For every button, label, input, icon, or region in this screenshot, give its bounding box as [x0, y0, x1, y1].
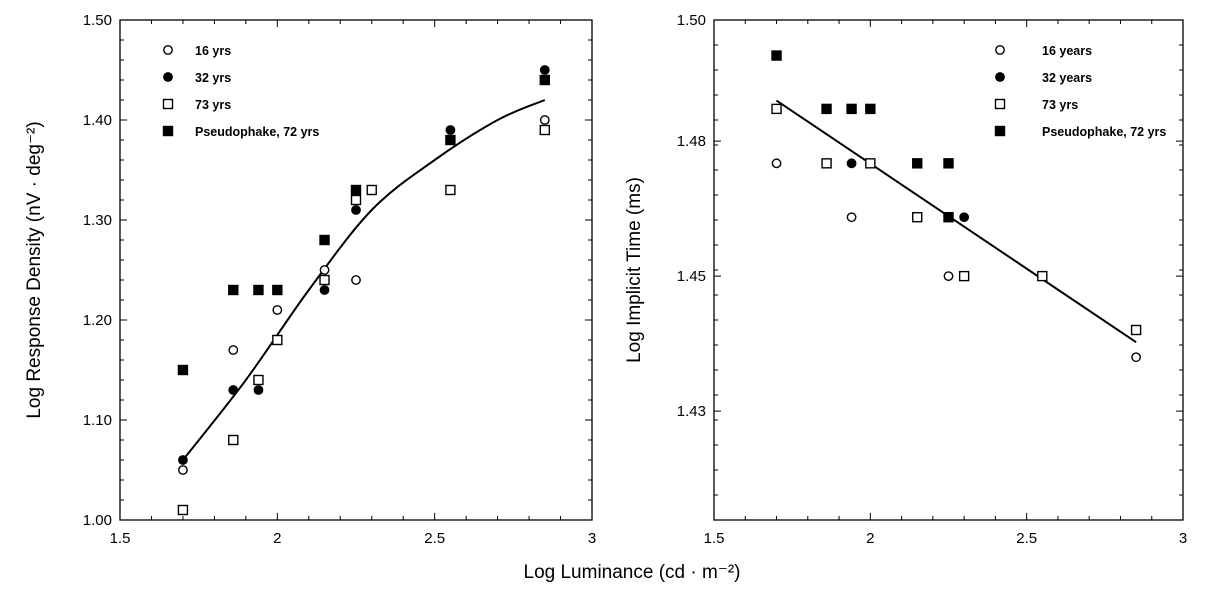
legend-marker-open-circle [163, 45, 173, 55]
data-point-open-circle [228, 345, 239, 355]
data-point-open-square [539, 124, 550, 136]
data-point-filled-circle [319, 285, 330, 295]
data-point-open-square [366, 184, 377, 196]
data-point-filled-circle [445, 125, 456, 135]
data-point-filled-circle [253, 385, 264, 395]
data-point-filled-square [539, 74, 550, 86]
data-point-open-square [771, 103, 782, 115]
data-point-filled-square [228, 284, 239, 296]
data-point-open-circle [943, 271, 954, 282]
y-tick-label: 1.30 [83, 212, 112, 229]
legend-label: 32 years [1042, 71, 1092, 85]
x-tick-label: 1.5 [704, 530, 725, 547]
data-point-filled-circle [846, 158, 857, 169]
legend-label: Pseudophake, 72 yrs [195, 125, 319, 139]
data-point-open-square [821, 158, 832, 169]
x-tick-label: 3 [588, 530, 596, 547]
y-tick-label: 1.00 [83, 512, 112, 529]
data-point-open-square [865, 158, 876, 169]
data-point-open-circle [539, 115, 550, 125]
data-point-open-square [1037, 270, 1048, 282]
data-point-filled-square [912, 158, 923, 169]
x-tick-label: 3 [1179, 530, 1187, 547]
data-point-open-square [228, 434, 239, 446]
data-point-filled-square [943, 158, 954, 169]
data-point-filled-square [943, 212, 954, 223]
x-tick-label: 1.5 [110, 530, 131, 547]
y-tick-label: 1.40 [83, 112, 112, 129]
data-point-filled-square [350, 184, 362, 196]
data-point-open-circle [319, 265, 330, 275]
y-axis-title: Log Implicit Time (ms) [624, 177, 645, 363]
legend-marker-open-square [994, 98, 1006, 110]
data-point-open-square [912, 212, 923, 223]
fit-line [775, 99, 1137, 344]
legend-marker-filled-square [994, 125, 1006, 137]
data-point-open-circle [351, 275, 361, 285]
y-tick-label: 1.10 [83, 412, 112, 429]
legend-label: 73 yrs [1042, 98, 1078, 112]
y-tick-label: 1.48 [677, 133, 706, 150]
y-tick-label: 1.43 [677, 403, 706, 420]
data-point-filled-circle [539, 65, 550, 75]
data-point-filled-square [177, 364, 189, 376]
legend-marker-open-circle [995, 45, 1005, 55]
data-point-filled-circle [959, 212, 970, 223]
data-point-filled-circle [228, 385, 239, 395]
data-point-filled-circle [351, 205, 361, 215]
plot-frame [119, 19, 593, 521]
legend-label: Pseudophake, 72 yrs [1042, 125, 1166, 139]
legend-marker-filled-square [162, 125, 174, 137]
shared-x-axis-title: Log Luminance (cd · m⁻²) [524, 562, 741, 583]
data-point-open-circle [1131, 352, 1142, 363]
x-tick-label: 2 [866, 530, 874, 547]
data-point-open-square [445, 184, 456, 196]
response-density-panel: 1.5 2 2.5 3 1.00 1.10 1.20 1.30 1.40 1.50 Log Resp… [24, 12, 596, 547]
data-point-filled-square [319, 234, 330, 246]
data-point-open-circle [846, 212, 857, 223]
x-tick-label: 2 [273, 530, 281, 547]
data-point-open-square [350, 194, 362, 206]
fit-line [182, 99, 546, 461]
legend-marker-filled-circle [163, 72, 173, 82]
data-point-open-square [272, 334, 283, 346]
data-point-filled-square [253, 284, 264, 296]
plot-frame [713, 19, 1184, 521]
data-point-open-square [1130, 324, 1142, 336]
data-point-filled-square [846, 103, 857, 115]
y-axis-title: Log Response Density (nV · deg⁻²) [24, 121, 45, 418]
data-point-open-circle [771, 158, 782, 169]
data-point-open-square [177, 504, 189, 516]
legend-marker-open-square [162, 98, 174, 110]
data-point-filled-circle [178, 455, 188, 465]
x-tick-label: 2.5 [1016, 530, 1037, 547]
data-point-filled-square [821, 103, 832, 115]
data-point-open-circle [178, 465, 188, 475]
legend-label: 73 yrs [195, 98, 231, 112]
legend-label: 16 years [1042, 44, 1092, 58]
implicit-time-panel: 1.5 2 2.5 3 1.43 1.45 1.48 1.50 Log Implicit Tim… [624, 12, 1187, 547]
data-point-filled-square [272, 284, 283, 296]
data-point-filled-square [771, 50, 782, 61]
x-tick-label: 2.5 [424, 530, 445, 547]
legend-marker-filled-circle [995, 72, 1005, 82]
y-tick-label: 1.20 [83, 312, 112, 329]
data-point-open-square [958, 270, 970, 282]
data-point-open-circle [272, 305, 283, 315]
y-tick-label: 1.45 [677, 268, 706, 285]
data-point-open-square [319, 274, 330, 286]
legend-label: 16 yrs [195, 44, 231, 58]
y-tick-label: 1.50 [677, 12, 706, 29]
data-point-filled-square [445, 134, 456, 146]
y-tick-label: 1.50 [83, 12, 112, 29]
data-point-open-square [253, 374, 264, 386]
data-point-filled-square [865, 103, 876, 115]
legend-label: 32 yrs [195, 71, 231, 85]
